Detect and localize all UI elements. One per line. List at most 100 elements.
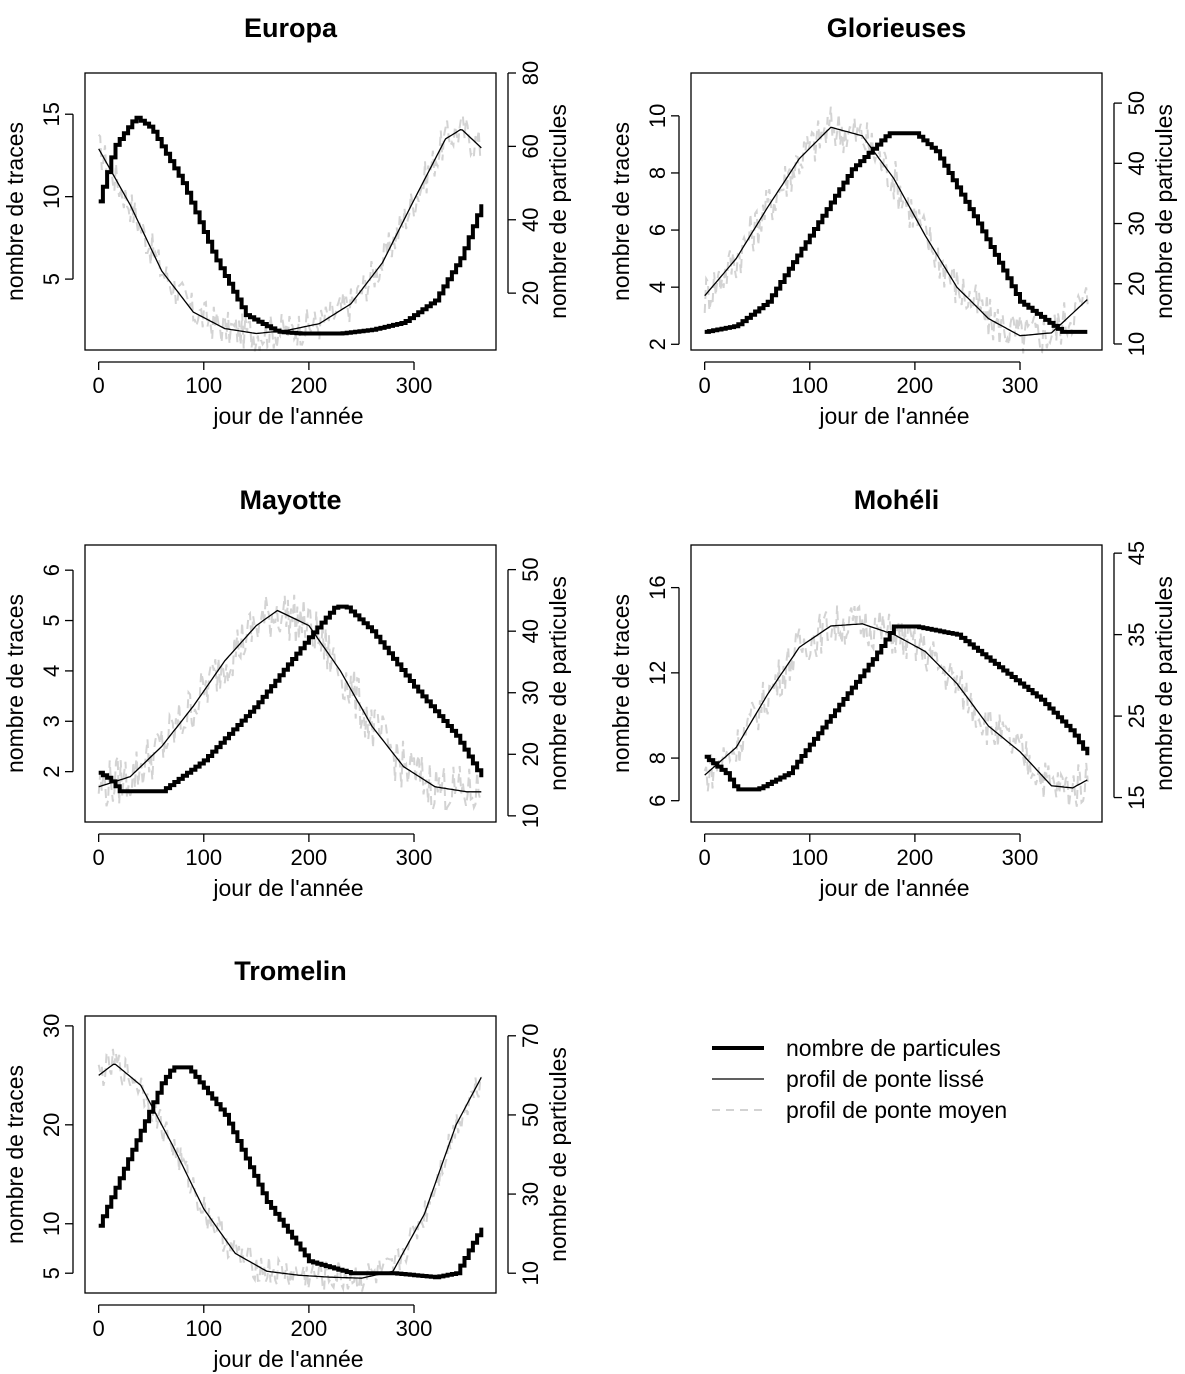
x-tick-label: 0 (699, 373, 711, 398)
y2-tick-label: 50 (518, 1103, 543, 1127)
y-tick-label: 4 (645, 281, 670, 293)
y-axis-label: nombre de traces (608, 122, 634, 301)
x-tick-label: 200 (291, 845, 328, 870)
x-tick-label: 100 (185, 845, 222, 870)
x-tick-label: 200 (291, 1316, 328, 1341)
y-tick-label: 6 (645, 224, 670, 236)
y-tick-label: 5 (39, 614, 64, 626)
x-axis-label: jour de l'année (818, 403, 969, 429)
series-profil-lisse (98, 129, 482, 335)
x-tick-label: 0 (93, 1316, 105, 1341)
y2-tick-label: 35 (1124, 622, 1149, 646)
series-profil-moyen (97, 594, 483, 813)
series-profil-moyen (97, 114, 483, 352)
plot-frame (84, 72, 497, 351)
panel-0: 0 100 200 300 jour de l'année 5 10 15 nombre de … (2, 13, 571, 429)
x-tick-label: 200 (897, 373, 934, 398)
plot-frame (84, 1015, 497, 1294)
y2-tick-label: 30 (1124, 211, 1149, 235)
x-tick-label: 0 (93, 373, 105, 398)
plot-frame (690, 544, 1103, 823)
y-tick-label: 8 (645, 167, 670, 179)
y-tick-label: 2 (39, 766, 64, 778)
panel-title: Glorieuses (827, 13, 967, 43)
y2-tick-label: 80 (518, 61, 543, 85)
x-axis-label: jour de l'année (212, 403, 363, 429)
series-profil-lisse (98, 1063, 482, 1279)
panel-2: 0 100 200 300 jour de l'année 2 3 4 5 6 nombre de … (2, 485, 571, 901)
y2-tick-label: 45 (1124, 541, 1149, 565)
y2-axis-label: nombre de particules (545, 104, 571, 319)
panel-3: 0 100 200 300 jour de l'année 6 8 12 16 nombre de… (608, 485, 1177, 901)
y2-tick-label: 70 (518, 1024, 543, 1048)
legend-label-moyen: profil de ponte moyen (786, 1097, 1007, 1123)
y-tick-label: 16 (645, 575, 670, 599)
y2-tick-label: 60 (518, 134, 543, 158)
y2-tick-label: 20 (518, 281, 543, 305)
y-axis-label: nombre de traces (2, 1065, 28, 1244)
x-tick-label: 100 (185, 1316, 222, 1341)
x-tick-label: 0 (699, 845, 711, 870)
y-tick-label: 5 (39, 273, 64, 285)
y2-tick-label: 40 (1124, 151, 1149, 175)
legend: nombre de particules profil de ponte lis… (712, 1035, 1007, 1123)
y2-tick-label: 50 (518, 557, 543, 581)
y-tick-label: 30 (39, 1014, 64, 1038)
y2-tick-label: 10 (518, 1261, 543, 1285)
y-tick-label: 6 (645, 795, 670, 807)
series-profil-lisse (704, 126, 1088, 337)
y-tick-label: 3 (39, 715, 64, 727)
legend-label-particules: nombre de particules (786, 1035, 1001, 1061)
y2-tick-label: 20 (1124, 272, 1149, 296)
x-axis-label: jour de l'année (212, 875, 363, 901)
y-tick-label: 6 (39, 564, 64, 576)
x-tick-label: 100 (185, 373, 222, 398)
plot-frame (84, 544, 497, 823)
series-profil-lisse (704, 623, 1088, 789)
panel-title: Mayotte (239, 485, 341, 515)
y-tick-label: 2 (645, 338, 670, 350)
x-tick-label: 200 (897, 845, 934, 870)
y-axis-label: nombre de traces (2, 122, 28, 301)
y2-axis-label: nombre de particules (1151, 104, 1177, 319)
y-tick-label: 10 (645, 104, 670, 128)
y2-tick-label: 25 (1124, 704, 1149, 728)
series-particules (704, 131, 1088, 334)
series-particules (98, 604, 484, 794)
series-particules (98, 115, 484, 336)
y-tick-label: 8 (645, 752, 670, 764)
y2-tick-label: 30 (518, 680, 543, 704)
y2-tick-label: 10 (1124, 332, 1149, 356)
y2-tick-label: 15 (1124, 785, 1149, 809)
x-tick-label: 300 (396, 373, 433, 398)
x-tick-label: 300 (1002, 845, 1039, 870)
y2-tick-label: 50 (1124, 91, 1149, 115)
legend-label-lisse: profil de ponte lissé (786, 1066, 984, 1092)
plot-frame (690, 72, 1103, 351)
series-profil-moyen (97, 1048, 483, 1293)
y-axis-label: nombre de traces (2, 594, 28, 773)
y2-tick-label: 30 (518, 1182, 543, 1206)
y2-axis-label: nombre de particules (545, 576, 571, 791)
series-profil-moyen (703, 604, 1089, 807)
x-tick-label: 300 (396, 845, 433, 870)
y-tick-label: 4 (39, 665, 64, 677)
y-tick-label: 20 (39, 1113, 64, 1137)
x-tick-label: 100 (791, 373, 828, 398)
y2-tick-label: 10 (518, 804, 543, 828)
y-tick-label: 10 (39, 184, 64, 208)
series-particules (704, 624, 1090, 792)
series-profil-lisse (98, 609, 482, 793)
y-tick-label: 5 (39, 1267, 64, 1279)
x-axis-label: jour de l'année (818, 875, 969, 901)
series-profil-moyen (703, 106, 1089, 354)
panel-title: Mohéli (854, 485, 940, 515)
series-particules (98, 1065, 484, 1280)
y-tick-label: 10 (39, 1212, 64, 1236)
y2-tick-label: 40 (518, 619, 543, 643)
x-tick-label: 200 (291, 373, 328, 398)
